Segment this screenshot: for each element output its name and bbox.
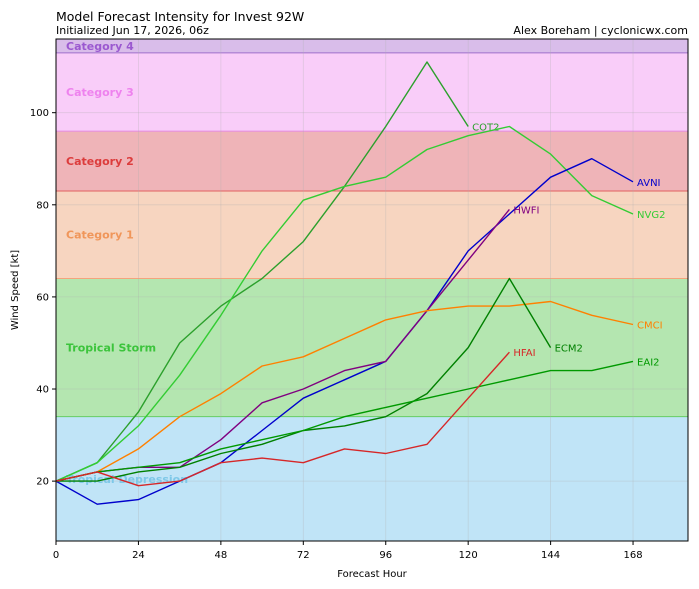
series-line-nvg2 xyxy=(55,125,634,482)
x-tick-label: 96 xyxy=(379,550,392,561)
category-band xyxy=(56,416,688,541)
category-band xyxy=(56,190,688,279)
x-tick-label: 168 xyxy=(623,550,642,561)
y-tick-label: 80 xyxy=(36,200,49,211)
author-credit: Alex Boreham | cyclonicwx.com xyxy=(513,24,688,37)
y-tick-label: 40 xyxy=(36,385,49,396)
series-label: AVNI xyxy=(637,178,660,189)
series-label: HWFI xyxy=(513,205,539,216)
category-label: Category 4 xyxy=(66,40,134,53)
series-label: HFAI xyxy=(513,348,535,359)
category-band xyxy=(56,278,688,417)
category-label: Category 1 xyxy=(66,229,134,242)
series-line-eai2 xyxy=(55,360,634,482)
series-label: COT2 xyxy=(472,123,499,134)
series-line-cmci xyxy=(55,300,634,482)
category-label: Category 2 xyxy=(66,155,134,168)
series-label: NVG2 xyxy=(637,210,665,221)
x-tick-label: 0 xyxy=(53,550,59,561)
y-tick-label: 100 xyxy=(30,108,49,119)
category-band xyxy=(56,52,688,132)
category-label: Tropical Storm xyxy=(66,342,156,355)
x-tick-label: 72 xyxy=(297,550,310,561)
y-tick-label: 20 xyxy=(36,477,49,488)
x-axis-label: Forecast Hour xyxy=(337,569,407,580)
x-tick-label: 120 xyxy=(459,550,478,561)
series-label: EAI2 xyxy=(637,357,659,368)
plot-frame xyxy=(55,38,689,542)
y-tick-label: 60 xyxy=(36,292,49,303)
x-tick-label: 144 xyxy=(541,550,560,561)
x-tick-label: 24 xyxy=(132,550,145,561)
series-line-avni xyxy=(55,157,634,505)
series-label: CMCI xyxy=(637,321,663,332)
x-tick-label: 48 xyxy=(215,550,228,561)
init-time: Initialized Jun 17, 2026, 06z xyxy=(56,24,209,37)
category-label: Tropical Depression xyxy=(66,473,188,486)
category-band xyxy=(56,131,688,191)
category-label: Category 3 xyxy=(66,86,134,99)
series-line-hfai xyxy=(55,351,510,487)
chart-title: Model Forecast Intensity for Invest 92W xyxy=(56,9,305,24)
series-line-cot2 xyxy=(55,61,469,482)
y-axis-label: Wind Speed [kt] xyxy=(10,250,21,330)
category-band xyxy=(56,39,688,53)
series-label: ECM2 xyxy=(555,344,583,355)
